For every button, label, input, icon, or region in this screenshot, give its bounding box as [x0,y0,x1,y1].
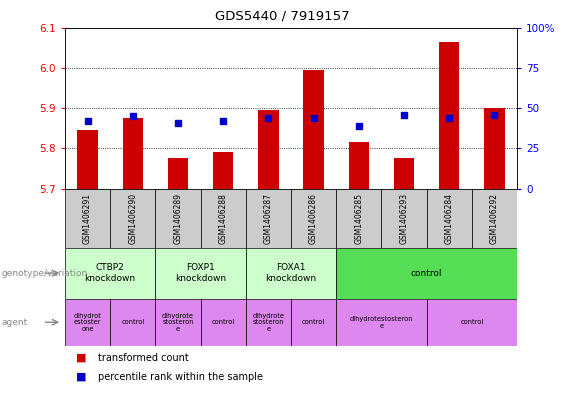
Text: GDS5440 / 7919157: GDS5440 / 7919157 [215,10,350,23]
Text: GSM1406292: GSM1406292 [490,193,499,244]
Text: CTBP2
knockdown: CTBP2 knockdown [85,263,136,283]
Text: ■: ■ [76,353,87,363]
Bar [155,299,201,346]
Text: control: control [121,319,145,325]
Bar [155,248,246,299]
Bar [110,189,155,248]
Text: transformed count: transformed count [98,353,189,363]
Bar [291,299,336,346]
Bar [303,70,324,189]
Bar [123,118,143,189]
Bar [168,158,188,189]
Text: dihydrot
estoster
one: dihydrot estoster one [73,313,102,332]
Bar [258,110,279,189]
Text: dihydrote
stosteron
e: dihydrote stosteron e [253,313,284,332]
Text: GSM1406289: GSM1406289 [173,193,182,244]
Bar [201,189,246,248]
Text: GSM1406286: GSM1406286 [309,193,318,244]
Text: control: control [211,319,235,325]
Bar [65,248,155,299]
Text: ■: ■ [76,372,87,382]
Bar [213,152,233,189]
Text: agent: agent [1,318,27,327]
Bar [439,42,459,189]
Text: GSM1406288: GSM1406288 [219,193,228,244]
Text: GSM1406284: GSM1406284 [445,193,454,244]
Bar [484,108,505,189]
Text: GSM1406293: GSM1406293 [399,193,408,244]
Bar [155,189,201,248]
Text: percentile rank within the sample: percentile rank within the sample [98,372,263,382]
Bar [291,189,336,248]
Bar [110,299,155,346]
Bar [349,142,369,189]
Text: dihydrote
stosteron
e: dihydrote stosteron e [162,313,194,332]
Bar [336,299,427,346]
Text: GSM1406287: GSM1406287 [264,193,273,244]
Text: GSM1406290: GSM1406290 [128,193,137,244]
Bar [472,189,517,248]
Bar [201,299,246,346]
Text: GSM1406285: GSM1406285 [354,193,363,244]
Bar [336,189,381,248]
Bar [381,189,427,248]
Text: genotype/variation: genotype/variation [1,269,88,277]
Bar [427,189,472,248]
Text: control: control [411,269,442,277]
Bar [65,299,110,346]
Text: control: control [302,319,325,325]
Text: FOXP1
knockdown: FOXP1 knockdown [175,263,226,283]
Bar [246,299,291,346]
Text: GSM1406291: GSM1406291 [83,193,92,244]
Bar [77,130,98,189]
Bar [65,189,110,248]
Bar [246,189,291,248]
Text: dihydrotestosteron
e: dihydrotestosteron e [350,316,413,329]
Bar [336,248,517,299]
Bar [246,248,336,299]
Bar [427,299,517,346]
Text: FOXA1
knockdown: FOXA1 knockdown [266,263,316,283]
Text: control: control [460,319,484,325]
Bar [394,158,414,189]
